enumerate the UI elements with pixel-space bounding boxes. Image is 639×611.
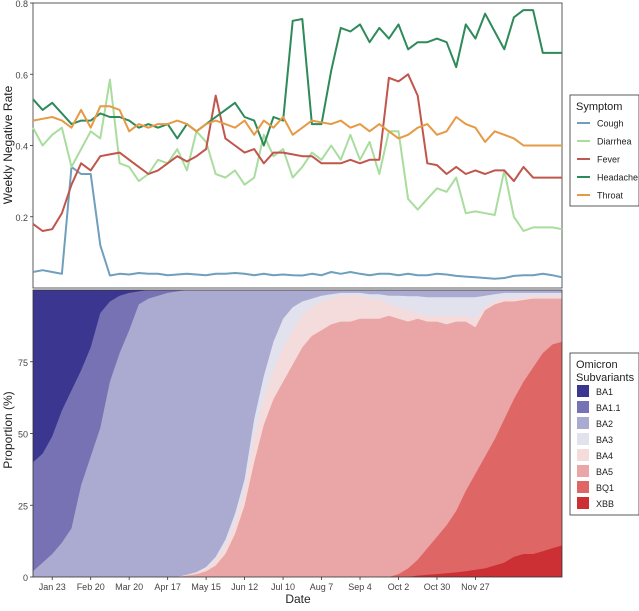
x-axis-label: Date [285,592,311,606]
legend-label-headache: Headache [597,173,638,183]
area-bq1 [33,341,562,577]
legend-label-bq1: BQ1 [596,483,614,493]
bottom-y-axis-label: Proportion (%) [1,391,15,468]
top-y-tick-label: 0.6 [15,70,28,80]
x-tick-label: Apr 17 [154,582,181,592]
x-tick-label: Jul 10 [271,582,295,592]
line-fever [32,73,562,232]
line-diarrhea [32,78,563,232]
top-y-axis-label: Weekly Negative Rate [1,85,15,204]
line-throat [32,105,562,147]
legend-swatch-ba4 [577,449,589,461]
legend-swatch-bq1 [577,481,589,493]
x-tick-label: Nov 27 [461,582,490,592]
bottom-y-tick-label: 50 [18,430,28,440]
symptom-legend: Symptom Cough Diarrhea Fever Headache Throat [569,94,639,207]
x-tick-label: May 15 [191,582,221,592]
legend-label-ba4: BA4 [596,451,613,461]
legend-label-ba1: BA1 [596,387,613,397]
legend-label-xbb: XBB [596,499,614,509]
legend-label-fever: Fever [597,155,620,165]
top-y-tick-label: 0.8 [15,0,28,9]
x-tick-label: Mar 20 [115,582,143,592]
subvariant-area-panel: 0 25 50 75 Jan 23 Feb 20 Mar 20 Apr 17 May 15 Ju… [1,289,639,606]
symptom-legend-frame [569,94,639,207]
legend-swatch-xbb [577,497,589,509]
symptom-line-panel: 0.2 0.4 0.6 0.8 Weekly Negative Rate Sympto… [1,0,639,289]
legend-swatch-ba1-1 [577,401,589,413]
x-tick-label: Aug 7 [310,582,334,592]
top-y-tick-label: 0.2 [15,213,28,223]
legend-label-ba3: BA3 [596,435,613,445]
legend-label-ba5: BA5 [596,467,613,477]
legend-label-cough: Cough [597,119,624,129]
legend-label-diarrhea: Diarrhea [597,137,632,147]
bottom-y-tick-label: 0 [23,573,28,583]
bottom-y-tick-label: 25 [18,501,28,511]
legend-swatch-ba5 [577,465,589,477]
bottom-y-tick-label: 75 [18,358,28,368]
area-xbb [33,545,562,577]
top-y-tick-label: 0.4 [15,142,28,152]
legend-swatch-ba1 [577,385,589,397]
legend-swatch-ba3 [577,433,589,445]
subvariant-legend-title: Omicron Subvariants [576,359,635,384]
x-tick-label: Feb 20 [77,582,105,592]
subvariant-legend: Omicron Subvariants BA1 BA1.1 BA2 BA3 BA4 BA5 B… [569,352,639,516]
x-tick-label: Jan 23 [39,582,66,592]
symptom-legend-title: Symptom [576,101,622,113]
legend-label-ba2: BA2 [596,419,613,429]
x-tick-label: Oct 2 [388,582,410,592]
line-cough [32,165,563,280]
legend-label-throat: Throat [597,191,624,201]
x-tick-label: Sep 4 [348,582,372,592]
area-ba5 [33,298,562,577]
x-tick-label: Oct 30 [424,582,451,592]
top-plot-frame [32,2,563,289]
line-headache [32,9,562,147]
legend-swatch-ba2 [577,417,589,429]
legend-label-ba1-1: BA1.1 [596,403,621,413]
x-tick-label: Jun 12 [231,582,258,592]
